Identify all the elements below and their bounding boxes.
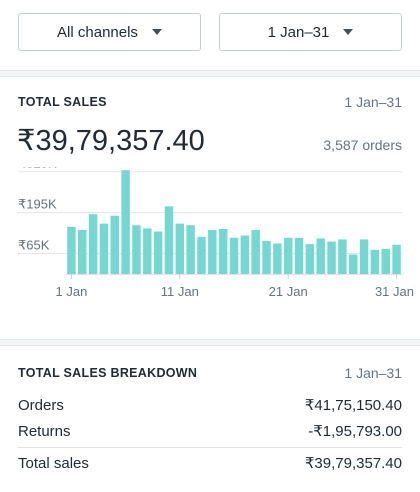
total-sales-card: TOTAL SALES 1 Jan–31 ₹39,79,357.40 3,587…: [0, 76, 420, 340]
x-tick-label: 1 Jan: [56, 284, 88, 299]
breakdown-row-label: Orders: [18, 396, 64, 414]
chart-bar: [273, 243, 282, 274]
chart-bar: [132, 225, 141, 274]
date-range-dropdown-label: 1 Jan–31: [267, 23, 330, 41]
chart-bar: [370, 249, 380, 274]
y-tick-label: ₹195K: [18, 197, 57, 212]
chart-bar: [359, 239, 369, 274]
y-tick-label: ₹65K: [18, 238, 50, 253]
chart-bar: [110, 215, 120, 274]
chart-bar: [229, 237, 239, 274]
total-sales-title: TOTAL SALES: [18, 95, 107, 109]
breakdown-row-total: Total sales ₹39,79,357.40: [18, 452, 402, 474]
x-tick-label: 31 Jan: [375, 284, 414, 299]
breakdown-date-range: 1 Jan–31: [344, 365, 402, 381]
breakdown-row-value: -₹1,95,793.00: [308, 423, 402, 440]
total-sales-date-range: 1 Jan–31: [344, 94, 402, 110]
breakdown-row-value: ₹41,75,150.40: [304, 397, 402, 414]
filter-bar: All channels 1 Jan–31: [0, 0, 420, 71]
breakdown-row-orders: Orders ₹41,75,150.40: [18, 394, 402, 416]
breakdown-total-value: ₹39,79,357.40: [304, 455, 402, 472]
chart-bar: [121, 170, 130, 274]
caret-down-icon: [343, 29, 354, 35]
breakdown-title: TOTAL SALES BREAKDOWN: [18, 366, 198, 380]
chart-bar: [316, 238, 325, 274]
chart-bar: [392, 244, 401, 274]
breakdown-total-label: Total sales: [18, 454, 89, 472]
caret-down-icon: [151, 29, 162, 35]
channel-dropdown-label: All channels: [57, 23, 138, 41]
breakdown-row-returns: Returns -₹1,95,793.00: [18, 420, 402, 442]
chart-bar: [240, 235, 250, 274]
chart-bar: [88, 214, 98, 274]
chart-bar: [294, 237, 304, 274]
chart-bar: [186, 225, 195, 274]
chart-bar: [381, 248, 390, 274]
sales-breakdown-card: TOTAL SALES BREAKDOWN 1 Jan–31 Orders ₹4…: [0, 345, 420, 492]
chart-bar: [327, 241, 336, 274]
chart-bar: [338, 239, 347, 274]
chart-bar: [262, 240, 271, 274]
breakdown-row-label: Returns: [18, 422, 71, 440]
channel-dropdown[interactable]: All channels: [18, 13, 201, 51]
chart-bar: [251, 229, 260, 274]
chart-bar: [99, 223, 109, 274]
chart-bar: [348, 254, 358, 274]
orders-count: 3,587 orders: [323, 137, 402, 153]
chart-bar: [208, 229, 217, 274]
chart-bar: [78, 229, 87, 274]
sales-bar-chart: ₹65K ₹195K ₹325K 1 Jan 11 Jan 21 Jan 31 Jan: [18, 167, 414, 299]
x-tick-label: 11 Jan: [161, 284, 199, 299]
date-range-dropdown[interactable]: 1 Jan–31: [219, 13, 402, 51]
total-sales-amount: ₹39,79,357.40: [17, 125, 205, 157]
chart-bar: [164, 206, 174, 274]
chart-bar: [283, 237, 293, 274]
y-tick-label: ₹325K: [18, 167, 57, 171]
chart-bar: [197, 236, 206, 274]
chart-bar: [305, 244, 315, 274]
breakdown-divider: [18, 447, 402, 448]
chart-bar: [175, 223, 185, 274]
chart-bar: [143, 228, 152, 274]
x-tick-label: 21 Jan: [269, 284, 308, 299]
chart-bar: [67, 226, 76, 274]
chart-bar: [218, 228, 228, 274]
chart-bar: [153, 231, 163, 274]
